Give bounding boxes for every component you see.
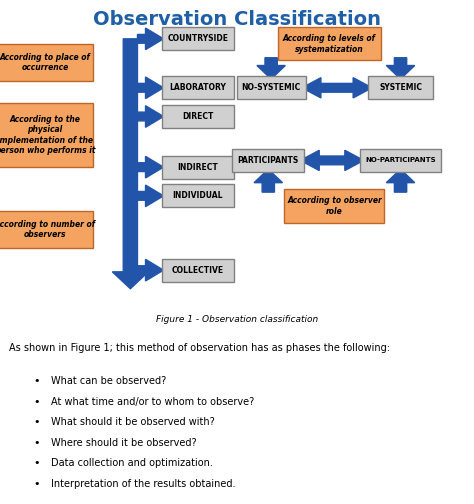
FancyBboxPatch shape [162,259,234,282]
Polygon shape [302,78,372,98]
Polygon shape [137,106,164,128]
Text: •: • [34,438,40,448]
FancyBboxPatch shape [0,44,92,81]
Text: According to levels of
systematization: According to levels of systematization [283,34,376,53]
Text: According to place of
occurrence: According to place of occurrence [0,53,91,72]
Text: INDIVIDUAL: INDIVIDUAL [173,192,223,201]
Text: COUNTRYSIDE: COUNTRYSIDE [167,34,228,43]
FancyBboxPatch shape [237,76,306,99]
Text: Data collection and optimization.: Data collection and optimization. [51,458,213,468]
Text: Where should it be observed?: Where should it be observed? [51,438,197,448]
Polygon shape [301,150,364,170]
Polygon shape [137,28,164,49]
Text: Interpretation of the results obtained.: Interpretation of the results obtained. [51,479,236,489]
Polygon shape [257,58,285,79]
Text: •: • [34,479,40,489]
Polygon shape [137,77,164,99]
Text: According to the
physical
implementation of the
person who performs it: According to the physical implementation… [0,115,95,155]
Polygon shape [254,169,283,192]
Text: •: • [34,376,40,387]
FancyBboxPatch shape [162,105,234,128]
Text: According to number of
observers: According to number of observers [0,220,96,239]
Text: •: • [34,458,40,468]
Text: PARTICIPANTS: PARTICIPANTS [237,156,299,165]
FancyBboxPatch shape [162,76,234,99]
Text: COLLECTIVE: COLLECTIVE [172,266,224,275]
Text: What can be observed?: What can be observed? [51,376,166,387]
Polygon shape [137,260,164,281]
FancyBboxPatch shape [0,103,92,167]
FancyBboxPatch shape [232,149,304,172]
FancyBboxPatch shape [278,27,381,60]
Polygon shape [137,185,164,207]
Polygon shape [137,156,164,178]
Text: According to observer
role: According to observer role [287,196,382,216]
Text: •: • [34,417,40,427]
FancyBboxPatch shape [162,184,234,207]
FancyBboxPatch shape [0,211,92,248]
Text: •: • [34,397,40,407]
Polygon shape [386,169,415,192]
FancyBboxPatch shape [162,156,234,178]
Polygon shape [112,39,148,289]
Text: LABORATORY: LABORATORY [170,83,226,92]
Polygon shape [386,58,415,79]
Text: NO-SYSTEMIC: NO-SYSTEMIC [241,83,301,92]
Text: As shown in Figure 1; this method of observation has as phases the following:: As shown in Figure 1; this method of obs… [9,343,391,352]
Text: NO-PARTICIPANTS: NO-PARTICIPANTS [365,157,436,163]
FancyBboxPatch shape [368,76,433,99]
Text: Observation Classification: Observation Classification [93,10,381,29]
Text: SYSTEMIC: SYSTEMIC [379,83,422,92]
Text: At what time and/or to whom to observe?: At what time and/or to whom to observe? [51,397,254,407]
Text: What should it be observed with?: What should it be observed with? [51,417,215,427]
Text: Figure 1 - Observation classification: Figure 1 - Observation classification [156,315,318,324]
FancyBboxPatch shape [162,27,234,50]
Text: DIRECT: DIRECT [182,112,214,121]
Text: INDIRECT: INDIRECT [178,163,218,172]
FancyBboxPatch shape [360,149,441,172]
FancyBboxPatch shape [284,190,384,223]
